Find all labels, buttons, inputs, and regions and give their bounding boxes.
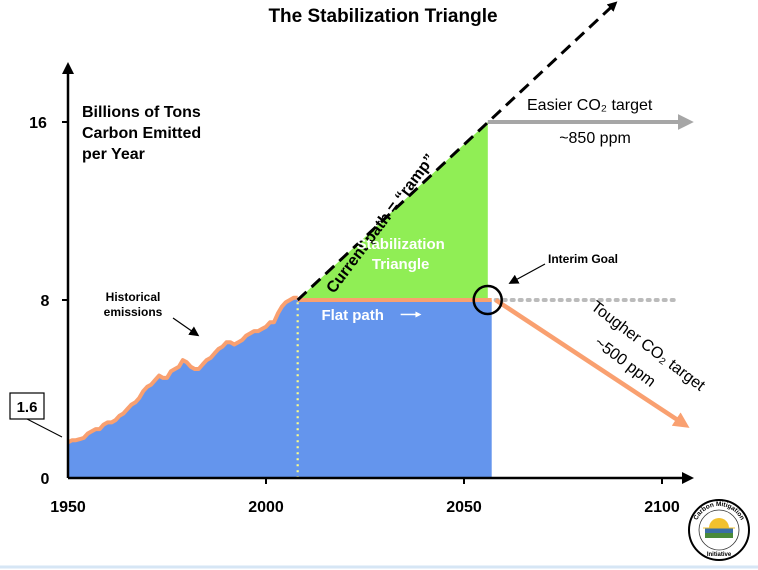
flat-path-arrow-icon	[415, 311, 422, 318]
x-tick-label-2100: 2100	[644, 499, 680, 516]
triangle-label-line-2: Triangle	[372, 256, 430, 273]
triangle-label-line-1: Stabilization	[356, 236, 444, 253]
easier-target-label-line-1: Easier CO₂ target	[527, 97, 653, 114]
interim-goal-circle	[472, 284, 503, 316]
flat-path-label: Flat path	[321, 307, 384, 324]
interim-goal-label: Interim Goal	[548, 252, 618, 266]
carbon-mitigation-initiative-logo: Carbon Mitigation Initiative	[688, 499, 750, 561]
historical-label-line-1: Historical	[106, 290, 161, 304]
y-axis-label-line-2: Carbon Emitted	[82, 125, 201, 142]
chart-title: The Stabilization Triangle	[268, 6, 497, 27]
x-tick-label-2000: 2000	[248, 499, 284, 516]
y-tick-label-8: 8	[41, 293, 50, 310]
x-tick-label-1950: 1950	[50, 499, 86, 516]
current-path-ramp-line	[296, 1, 618, 302]
y-axis-label-line-1: Billions of Tons	[82, 104, 201, 121]
tougher-target-arrow	[494, 298, 690, 428]
interim-goal-pointer	[508, 263, 546, 284]
emissions-area	[68, 297, 492, 478]
easier-target-ppm: ~850 ppm	[559, 130, 631, 147]
start-value-connector	[26, 418, 63, 438]
historical-label-line-2: emissions	[104, 305, 163, 319]
plot-area: Current path = “ramp”StabilizationTriang…	[67, 1, 694, 478]
y-axis-label-line-3: per Year	[82, 146, 145, 163]
start-value-box	[9, 392, 45, 420]
historical-pointer	[172, 317, 200, 337]
y-tick-label-0: 0	[41, 471, 50, 488]
x-tick-label-2050: 2050	[446, 499, 482, 516]
easier-target-label: Easier CO₂ target	[527, 97, 653, 114]
historical-emissions-line	[67, 295, 298, 445]
x-axis-arrow-icon	[682, 472, 694, 484]
y-tick-label-16: 16	[29, 115, 47, 132]
start-value-label: 1.6	[17, 399, 38, 416]
logo-text-bottom: Initiative	[707, 552, 732, 558]
y-axis-arrow-icon	[62, 62, 74, 74]
